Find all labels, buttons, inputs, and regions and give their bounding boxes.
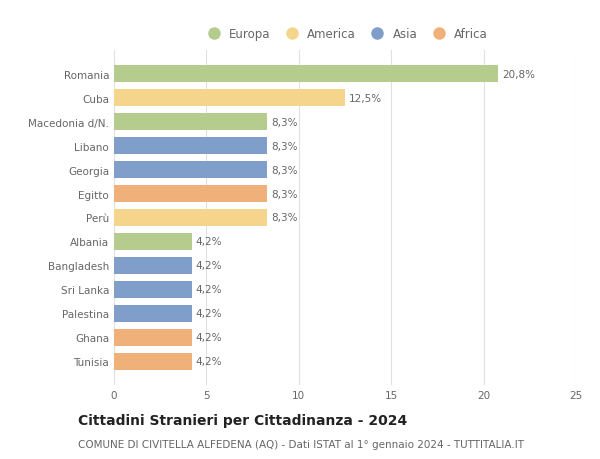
Text: COMUNE DI CIVITELLA ALFEDENA (AQ) - Dati ISTAT al 1° gennaio 2024 - TUTTITALIA.I: COMUNE DI CIVITELLA ALFEDENA (AQ) - Dati… bbox=[78, 440, 524, 449]
Text: 8,3%: 8,3% bbox=[271, 213, 298, 223]
Text: 20,8%: 20,8% bbox=[502, 69, 535, 79]
Text: 4,2%: 4,2% bbox=[196, 237, 222, 247]
Bar bbox=[114, 209, 268, 227]
Bar bbox=[114, 114, 268, 131]
Text: 4,2%: 4,2% bbox=[196, 309, 222, 319]
Bar bbox=[114, 90, 345, 107]
Bar bbox=[114, 353, 191, 370]
Text: Cittadini Stranieri per Cittadinanza - 2024: Cittadini Stranieri per Cittadinanza - 2… bbox=[78, 414, 407, 428]
Bar bbox=[114, 233, 191, 251]
Text: 4,2%: 4,2% bbox=[196, 333, 222, 343]
Bar bbox=[114, 66, 499, 83]
Bar bbox=[114, 329, 191, 347]
Bar bbox=[114, 138, 268, 155]
Bar bbox=[114, 305, 191, 322]
Legend: Europa, America, Asia, Africa: Europa, America, Asia, Africa bbox=[197, 23, 493, 45]
Bar bbox=[114, 162, 268, 179]
Text: 4,2%: 4,2% bbox=[196, 261, 222, 271]
Text: 4,2%: 4,2% bbox=[196, 285, 222, 295]
Text: 8,3%: 8,3% bbox=[271, 165, 298, 175]
Bar bbox=[114, 281, 191, 298]
Bar bbox=[114, 185, 268, 203]
Text: 8,3%: 8,3% bbox=[271, 141, 298, 151]
Text: 8,3%: 8,3% bbox=[271, 117, 298, 127]
Bar bbox=[114, 257, 191, 274]
Text: 8,3%: 8,3% bbox=[271, 189, 298, 199]
Text: 4,2%: 4,2% bbox=[196, 357, 222, 367]
Text: 12,5%: 12,5% bbox=[349, 93, 382, 103]
